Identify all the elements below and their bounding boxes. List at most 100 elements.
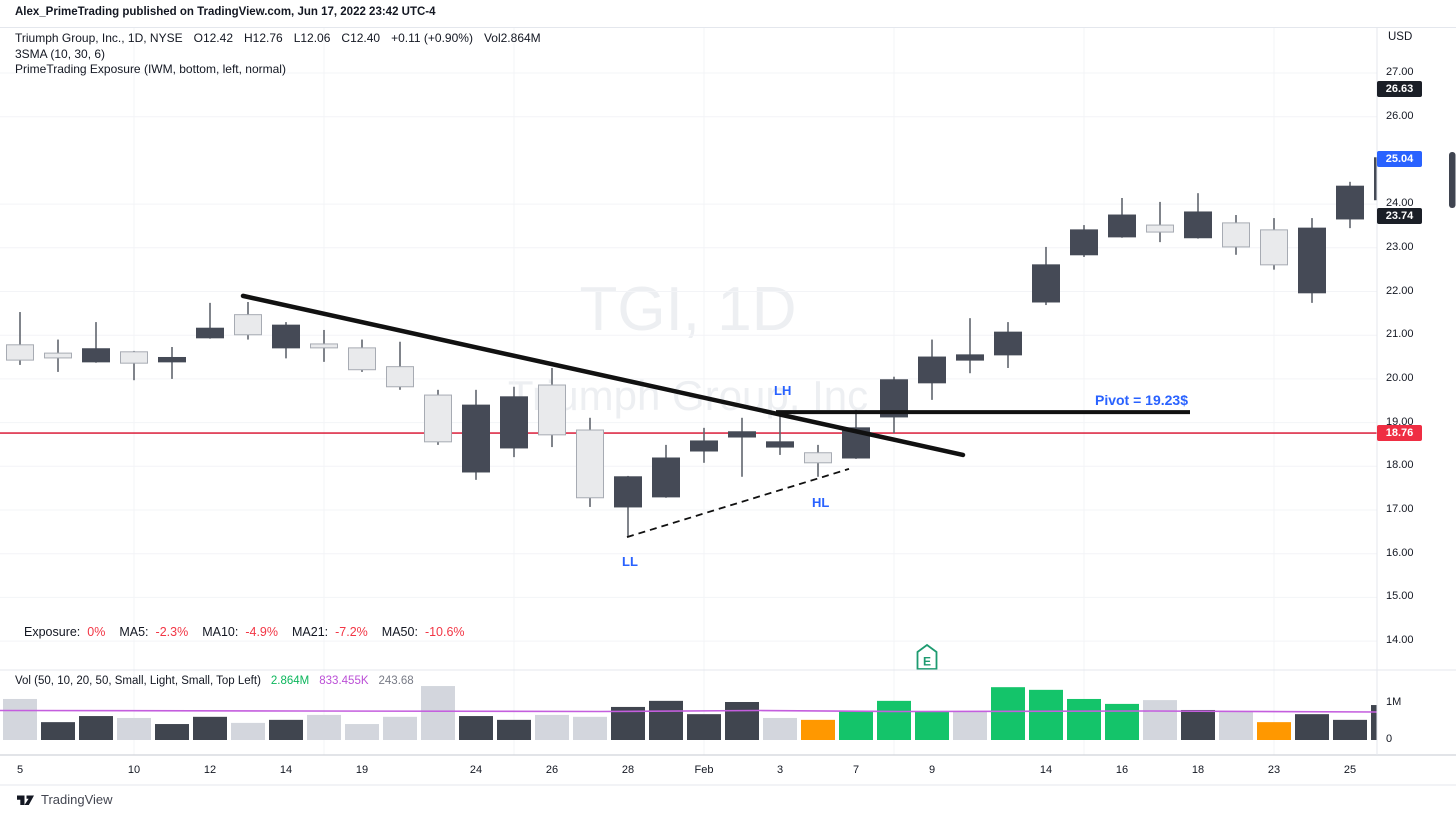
price-badge-23-74: 23.74 [1377,207,1422,224]
ohlc-value: L12.06 [293,31,331,45]
volume-bar [193,716,227,740]
volume-bar [1105,703,1139,740]
ascending-dashed-line [626,468,850,538]
candle-body-down [728,431,756,438]
time-tick-label: 16 [1115,764,1129,776]
candle-body-up [386,366,414,388]
exposure-item-label: MA5: [119,625,149,639]
volume-bar [1257,722,1291,740]
candle-body-down [614,476,642,508]
indicator-legend-3sma[interactable]: 3SMA (10, 30, 6) [15,47,106,61]
candle-body-down [462,404,490,473]
exposure-item: MA5: -2.3% [119,625,188,639]
volume-bar [649,700,683,740]
exposure-item-label: MA50: [381,625,418,639]
volume-bar [421,686,455,740]
candle-body-down [196,327,224,339]
exposure-item: MA50: -10.6% [382,625,465,639]
exposure-item: MA21: -7.2% [292,625,368,639]
axis-currency-label: USD [1388,31,1413,43]
higher-low-label: HL [812,495,830,510]
price-tick-label: 24.00 [1386,197,1414,210]
volume-bar [1067,698,1101,740]
ohlc-value: H12.76 [244,31,283,45]
price-tick-label: 19.00 [1386,415,1414,428]
candle-body-down [1336,185,1364,220]
volume-bar [155,724,189,740]
volume-bar [1143,700,1177,740]
volume-ma-value: 833.455K [319,675,369,687]
volume-bar [611,706,645,740]
time-tick-label: 18 [1191,764,1205,776]
candle-body-down [500,396,528,449]
candle-body-down [1298,227,1326,294]
exposure-item-value: -7.2% [335,625,368,639]
volume-bar [459,716,493,740]
candle-body-up [1222,222,1250,248]
price-tick-label: 21.00 [1386,328,1414,341]
volume-indicator-legend[interactable]: Vol (50, 10, 20, 50, Small, Light, Small… [15,675,414,687]
time-tick-label: 19 [355,764,369,776]
time-tick-label: 7 [852,764,860,776]
price-tick-label: 15.00 [1386,590,1414,603]
candle-body-down [272,324,300,349]
candle-body-up [576,429,604,499]
exposure-item: MA10: -4.9% [202,625,278,639]
candle-body-up [804,452,832,464]
publish-attribution-line: Alex_PrimeTrading published on TradingVi… [15,6,436,18]
volume-bar [41,722,75,740]
time-tick-label: 5 [16,764,24,776]
volume-bar [1029,689,1063,740]
indicator-legend-exposure[interactable]: PrimeTrading Exposure (IWM, bottom, left… [15,62,286,76]
candle-body-up [44,352,72,359]
candle-body-down [158,356,186,363]
price-badge-25-04: 25.04 [1377,150,1422,167]
volume-bar [877,700,911,740]
volume-bar [725,702,759,740]
exposure-item-value: -2.3% [155,625,189,639]
volume-bar [383,716,417,740]
tradingview-footer-logo[interactable]: TradingView [16,792,113,807]
lower-low-label: LL [622,554,638,569]
time-tick-label: 14 [1039,764,1053,776]
volume-bar [231,722,265,740]
candle-body-up [348,347,376,371]
volume-bar [839,711,873,740]
volume-bar [269,719,303,740]
symbol-legend-row[interactable]: Triumph Group, Inc., 1D, NYSE O12.42 H12.7… [15,31,541,45]
exposure-item-value: -4.9% [245,625,278,639]
candle-body-down [82,348,110,363]
gridlines [0,28,1377,755]
volume-bar [991,687,1025,740]
scrollbar-thumb[interactable] [1449,152,1456,208]
volume-bar [307,714,341,740]
volume-bar [79,716,113,740]
exposure-item: Exposure: 0% [24,625,105,639]
tradingview-footer-text: TradingView [41,792,113,807]
candle-body-down [1032,264,1060,303]
time-tick-label: 25 [1343,764,1357,776]
volume-bar [3,698,37,740]
candle-body-up [120,351,148,364]
price-badge-18-76: 18.76 [1377,425,1422,442]
tradingview-logo-icon [17,795,34,805]
volume-bar [687,714,721,740]
volume-bar [915,711,949,740]
exposure-item-value: -10.6% [424,625,465,639]
candle-body-down [956,354,984,361]
candle-body-up [6,344,34,361]
time-tick-label: 28 [621,764,635,776]
volume-bar [1181,709,1215,740]
price-tick-label: 23.00 [1386,240,1414,253]
price-tick-label: 16.00 [1386,546,1414,559]
ohlc-value: O12.42 [193,31,233,45]
candle-body-down [690,440,718,452]
volume-bar [535,714,569,740]
pivot-price-label: Pivot = 19.23$ [1094,392,1188,408]
candle-body-up [1260,229,1288,266]
exposure-item-label: MA21: [292,625,329,639]
exposure-indicator-values: Exposure: 0% MA5: -2.3% MA10: -4.9% MA21: -7.2%… [24,625,465,639]
volume-bar [1219,711,1253,740]
volume-extra-value: 243.68 [378,675,414,687]
